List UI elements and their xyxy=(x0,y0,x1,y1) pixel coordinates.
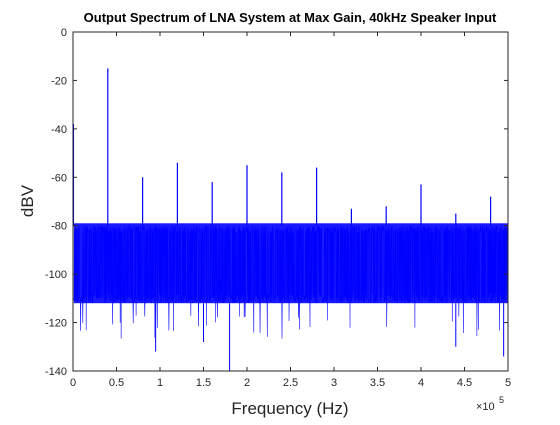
noise-floor-band xyxy=(73,223,509,304)
y-tick-label: -60 xyxy=(51,172,67,184)
x-axis-ticks: 0 0.5 1 1.5 2 2.5 3 3.5 4 4.5 5 xyxy=(70,32,511,389)
y-tick-label: -40 xyxy=(51,124,67,136)
plot-area-frame xyxy=(72,31,509,372)
x-tick-label: 3.5 xyxy=(370,377,385,389)
y-axis-ticks: 0 -20 -40 -60 -80 -100 -120 -140 xyxy=(45,27,508,378)
x-tick-label: 4 xyxy=(418,377,424,389)
x-tick-label: 1.5 xyxy=(196,377,211,389)
noise-floor-series xyxy=(73,223,509,371)
harmonic-peaks xyxy=(72,68,492,226)
x-tick-label: 1 xyxy=(157,377,163,389)
x-tick-label: 5 xyxy=(505,377,511,389)
x-tick-label: 4.5 xyxy=(457,377,472,389)
x-tick-label: 3 xyxy=(331,377,337,389)
chart-title: Output Spectrum of LNA System at Max Gai… xyxy=(84,10,497,25)
x-tick-label: 2.5 xyxy=(283,377,298,389)
y-tick-label: -80 xyxy=(51,221,67,233)
x-tick-label: 0.5 xyxy=(109,377,124,389)
y-tick-label: -100 xyxy=(45,269,67,281)
x-axis-label: Frequency (Hz) xyxy=(231,399,348,418)
x-tick-label: 0 xyxy=(70,377,76,389)
y-tick-label: 0 xyxy=(61,27,67,39)
y-axis-label: dBV xyxy=(18,184,37,217)
y-tick-label: -20 xyxy=(51,75,67,87)
x-axis-multiplier: ×10 xyxy=(476,401,495,413)
x-tick-label: 2 xyxy=(244,377,250,389)
x-axis-exponent: 5 xyxy=(499,395,504,405)
y-tick-label: -140 xyxy=(45,366,67,378)
y-tick-label: -120 xyxy=(45,318,67,330)
